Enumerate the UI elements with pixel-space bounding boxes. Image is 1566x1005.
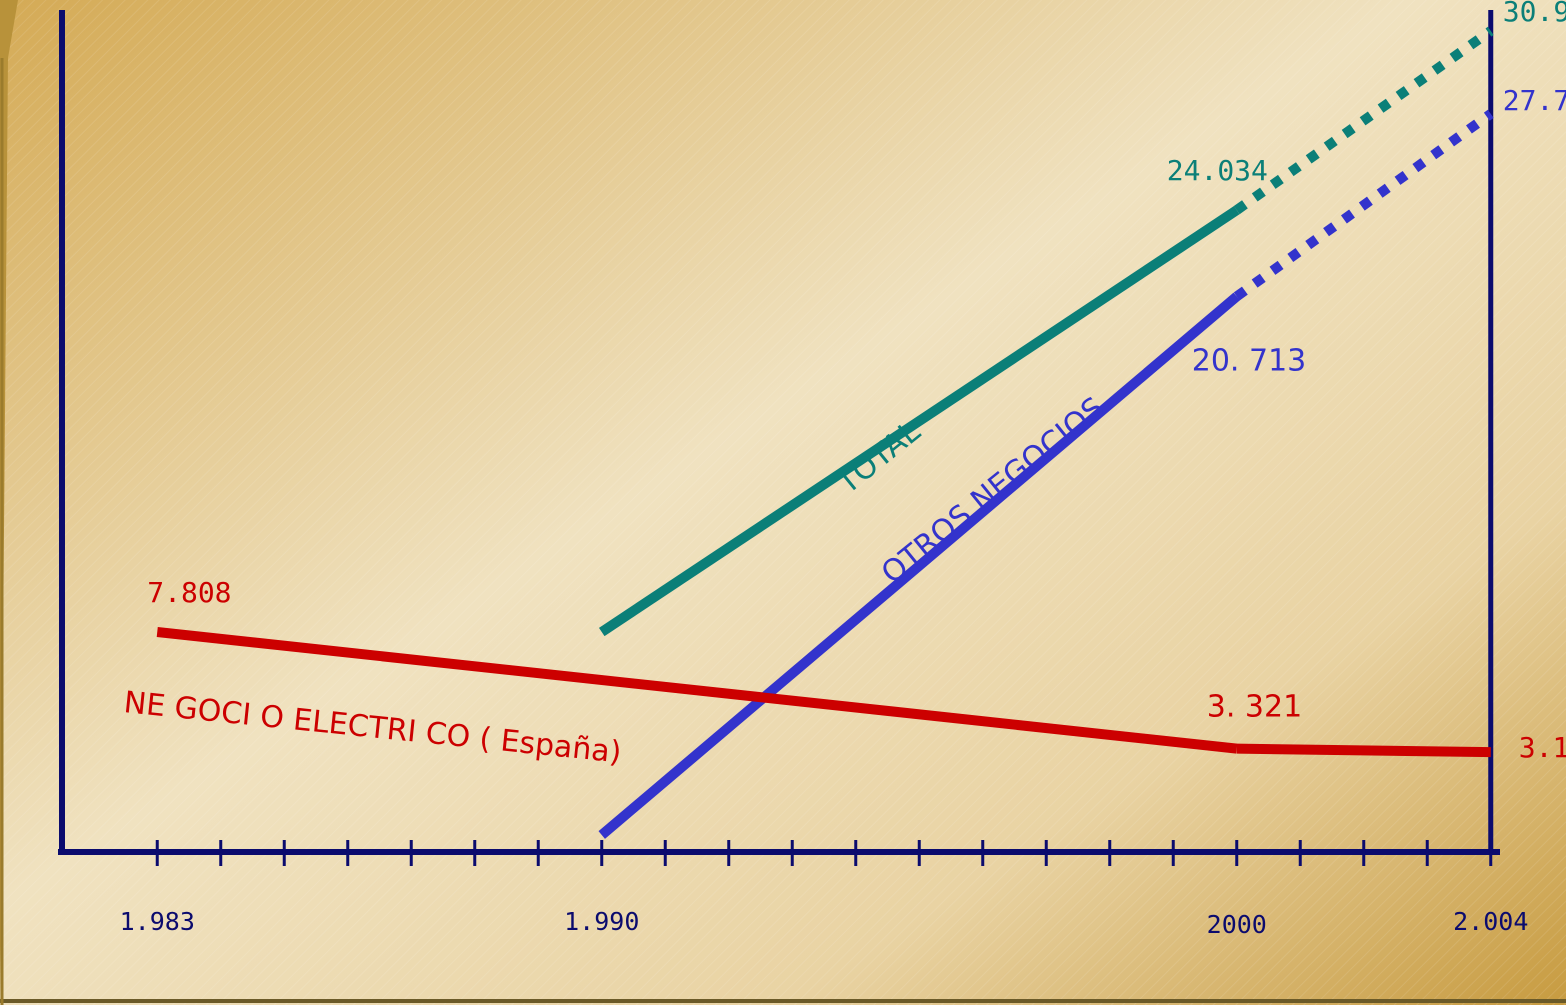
series-line-otros-projected <box>1233 109 1494 301</box>
x-tick-label: 2.004 <box>1453 907 1528 936</box>
x-tick-label: 2000 <box>1207 910 1267 939</box>
value-label-electrico: 3. 321 <box>1207 690 1302 725</box>
x-tick-label: 1.990 <box>564 907 639 936</box>
series-line-otros-segment <box>598 292 1240 839</box>
value-label-total: 24.034 <box>1167 154 1268 187</box>
value-label-electrico: 3.189 <box>1519 731 1566 764</box>
value-label-otros: 27.739 <box>1503 84 1566 117</box>
series-line-total-projected <box>1233 26 1494 215</box>
value-label-otros: 20. 713 <box>1192 343 1307 378</box>
value-label-total: 30.928 <box>1503 0 1566 28</box>
series-line-electrico-segment <box>156 627 1238 754</box>
x-tick-label: 1.983 <box>120 907 195 936</box>
series-line-electrico-segment <box>1236 743 1491 758</box>
value-label-electrico: 7.808 <box>147 576 231 609</box>
series-line-total-segment <box>598 205 1240 637</box>
